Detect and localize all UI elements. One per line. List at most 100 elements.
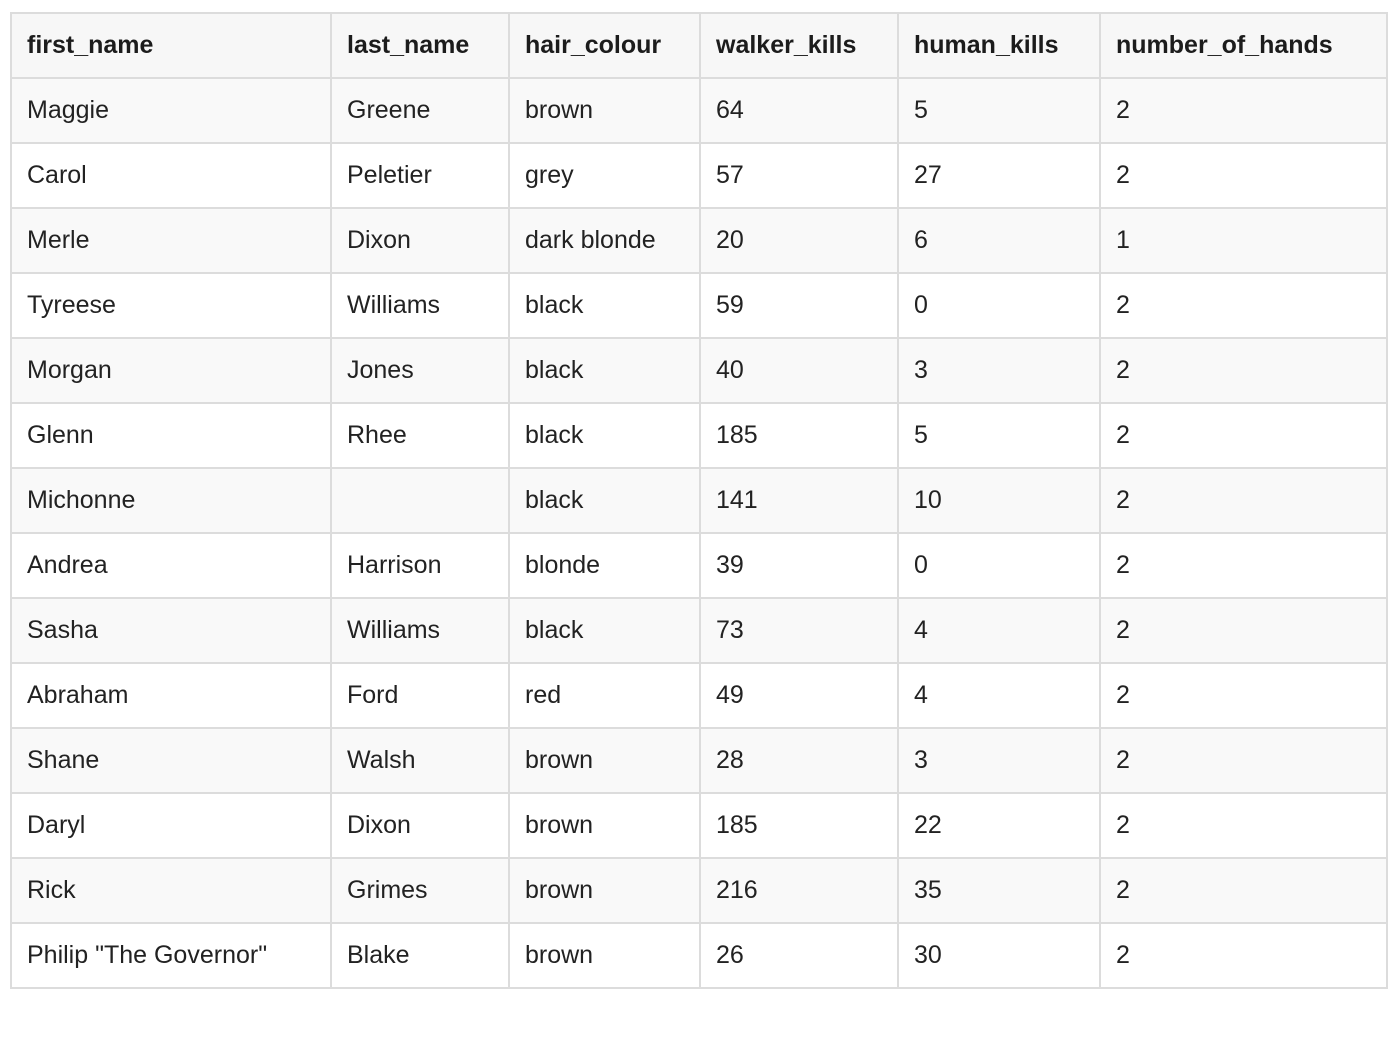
cell-first-name: Michonne <box>10 467 332 534</box>
cell-number-of-hands: 2 <box>1099 532 1388 599</box>
cell-last-name: Dixon <box>330 792 510 859</box>
cell-last-name: Jones <box>330 337 510 404</box>
cell-human-kills: 35 <box>897 857 1101 924</box>
cell-walker-kills: 57 <box>699 142 899 209</box>
cell-number-of-hands: 2 <box>1099 402 1388 469</box>
cell-first-name: Shane <box>10 727 332 794</box>
cell-first-name: Carol <box>10 142 332 209</box>
cell-last-name: Williams <box>330 272 510 339</box>
cell-walker-kills: 59 <box>699 272 899 339</box>
table-row: Michonne black 141 10 2 <box>10 467 1388 534</box>
cell-first-name: Abraham <box>10 662 332 729</box>
cell-first-name: Rick <box>10 857 332 924</box>
table-row: Daryl Dixon brown 185 22 2 <box>10 792 1388 859</box>
cell-walker-kills: 216 <box>699 857 899 924</box>
cell-number-of-hands: 2 <box>1099 337 1388 404</box>
cell-hair-colour: grey <box>508 142 701 209</box>
cell-last-name: Rhee <box>330 402 510 469</box>
cell-walker-kills: 73 <box>699 597 899 664</box>
cell-number-of-hands: 2 <box>1099 727 1388 794</box>
table-row: Glenn Rhee black 185 5 2 <box>10 402 1388 469</box>
cell-first-name: Tyreese <box>10 272 332 339</box>
cell-first-name: Philip "The Governor" <box>10 922 332 989</box>
cell-human-kills: 3 <box>897 727 1101 794</box>
cell-number-of-hands: 2 <box>1099 857 1388 924</box>
cell-first-name: Merle <box>10 207 332 274</box>
cell-hair-colour: brown <box>508 727 701 794</box>
cell-last-name: Dixon <box>330 207 510 274</box>
cell-hair-colour: brown <box>508 77 701 144</box>
table-row: Philip "The Governor" Blake brown 26 30 2 <box>10 922 1388 989</box>
cell-human-kills: 6 <box>897 207 1101 274</box>
cell-number-of-hands: 2 <box>1099 467 1388 534</box>
cell-human-kills: 30 <box>897 922 1101 989</box>
cell-hair-colour: black <box>508 272 701 339</box>
table-body: Maggie Greene brown 64 5 2 Carol Peletier grey 57… <box>10 77 1388 989</box>
cell-last-name: Grimes <box>330 857 510 924</box>
cell-hair-colour: dark blonde <box>508 207 701 274</box>
cell-walker-kills: 185 <box>699 792 899 859</box>
cell-hair-colour: black <box>508 402 701 469</box>
column-header-human-kills: human_kills <box>897 12 1101 79</box>
characters-table: first_name last_name hair_colour walker_… <box>10 12 1388 989</box>
cell-last-name <box>330 467 510 534</box>
header-row: first_name last_name hair_colour walker_… <box>10 12 1388 79</box>
cell-first-name: Maggie <box>10 77 332 144</box>
cell-hair-colour: red <box>508 662 701 729</box>
cell-human-kills: 3 <box>897 337 1101 404</box>
column-header-first-name: first_name <box>10 12 332 79</box>
cell-number-of-hands: 2 <box>1099 792 1388 859</box>
table-header: first_name last_name hair_colour walker_… <box>10 12 1388 79</box>
cell-hair-colour: brown <box>508 792 701 859</box>
cell-first-name: Glenn <box>10 402 332 469</box>
table-row: Carol Peletier grey 57 27 2 <box>10 142 1388 209</box>
table-row: Sasha Williams black 73 4 2 <box>10 597 1388 664</box>
cell-walker-kills: 28 <box>699 727 899 794</box>
cell-last-name: Blake <box>330 922 510 989</box>
table-row: Shane Walsh brown 28 3 2 <box>10 727 1388 794</box>
cell-hair-colour: black <box>508 337 701 404</box>
cell-hair-colour: blonde <box>508 532 701 599</box>
table-row: Abraham Ford red 49 4 2 <box>10 662 1388 729</box>
cell-number-of-hands: 2 <box>1099 597 1388 664</box>
table-row: Andrea Harrison blonde 39 0 2 <box>10 532 1388 599</box>
column-header-hair-colour: hair_colour <box>508 12 701 79</box>
cell-hair-colour: black <box>508 467 701 534</box>
cell-last-name: Peletier <box>330 142 510 209</box>
cell-hair-colour: brown <box>508 857 701 924</box>
cell-number-of-hands: 2 <box>1099 77 1388 144</box>
cell-first-name: Andrea <box>10 532 332 599</box>
cell-walker-kills: 49 <box>699 662 899 729</box>
cell-walker-kills: 40 <box>699 337 899 404</box>
cell-human-kills: 10 <box>897 467 1101 534</box>
cell-walker-kills: 185 <box>699 402 899 469</box>
cell-number-of-hands: 2 <box>1099 272 1388 339</box>
cell-hair-colour: brown <box>508 922 701 989</box>
cell-last-name: Ford <box>330 662 510 729</box>
cell-first-name: Daryl <box>10 792 332 859</box>
cell-hair-colour: black <box>508 597 701 664</box>
cell-human-kills: 5 <box>897 77 1101 144</box>
cell-first-name: Sasha <box>10 597 332 664</box>
cell-human-kills: 0 <box>897 272 1101 339</box>
cell-human-kills: 0 <box>897 532 1101 599</box>
cell-last-name: Walsh <box>330 727 510 794</box>
table-row: Tyreese Williams black 59 0 2 <box>10 272 1388 339</box>
cell-walker-kills: 64 <box>699 77 899 144</box>
cell-number-of-hands: 2 <box>1099 662 1388 729</box>
cell-first-name: Morgan <box>10 337 332 404</box>
cell-walker-kills: 26 <box>699 922 899 989</box>
data-table-container: first_name last_name hair_colour walker_… <box>10 12 1388 989</box>
column-header-last-name: last_name <box>330 12 510 79</box>
cell-human-kills: 22 <box>897 792 1101 859</box>
table-row: Morgan Jones black 40 3 2 <box>10 337 1388 404</box>
cell-number-of-hands: 2 <box>1099 142 1388 209</box>
cell-last-name: Greene <box>330 77 510 144</box>
cell-number-of-hands: 1 <box>1099 207 1388 274</box>
column-header-walker-kills: walker_kills <box>699 12 899 79</box>
column-header-number-of-hands: number_of_hands <box>1099 12 1388 79</box>
table-row: Rick Grimes brown 216 35 2 <box>10 857 1388 924</box>
table-row: Merle Dixon dark blonde 20 6 1 <box>10 207 1388 274</box>
cell-walker-kills: 141 <box>699 467 899 534</box>
cell-last-name: Harrison <box>330 532 510 599</box>
